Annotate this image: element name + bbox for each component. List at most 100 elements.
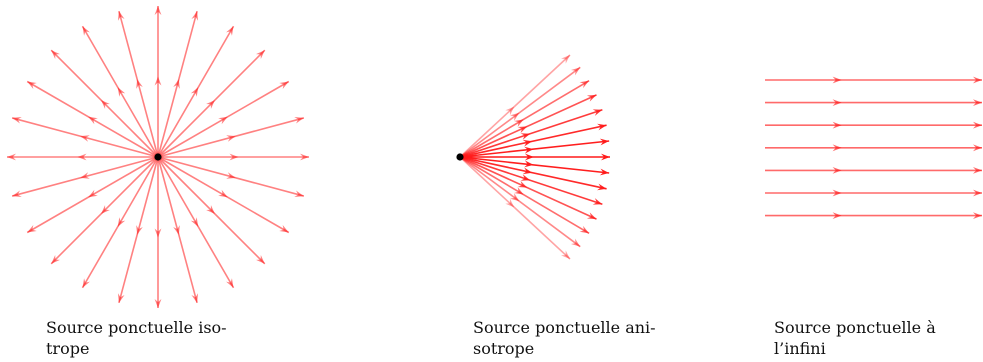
ray-mid-arrowhead <box>226 135 236 142</box>
ray-mid-arrowhead <box>832 121 842 129</box>
ray <box>26 80 159 158</box>
ray-mid-arrowhead <box>154 76 162 86</box>
ray-end-arrowhead <box>973 167 982 174</box>
ray-end-arrowhead <box>256 255 265 264</box>
ray-end-arrowhead <box>599 168 610 176</box>
ray-mid-arrowhead <box>173 225 180 235</box>
ray-end-arrowhead <box>592 198 603 205</box>
ray-mid-arrowhead <box>510 193 520 202</box>
caption-line: Source ponctuelle ani- <box>473 318 656 337</box>
ray-end-arrowhead <box>586 94 597 102</box>
ray-end-arrowhead <box>82 26 90 36</box>
ray-end-arrowhead <box>601 153 610 161</box>
ray-end-arrowhead <box>226 278 234 288</box>
ray-end-arrowhead <box>27 81 37 89</box>
ray-mid-arrowhead <box>520 133 531 140</box>
ray-mid-arrowhead <box>520 174 531 181</box>
ray <box>765 212 982 219</box>
ray <box>154 157 162 308</box>
ray-mid-arrowhead <box>522 167 533 175</box>
ray-end-arrowhead <box>12 116 22 124</box>
ray-end-arrowhead <box>973 76 982 84</box>
ray-mid-arrowhead <box>218 189 228 198</box>
ray <box>459 156 610 176</box>
ray-end-arrowhead <box>597 183 607 191</box>
ray-end-arrowhead <box>279 225 289 233</box>
ray-end-arrowhead <box>561 55 570 64</box>
ray <box>157 156 266 265</box>
ray-end-arrowhead <box>117 11 125 21</box>
ray <box>765 121 982 129</box>
ray-end-arrowhead <box>973 144 982 152</box>
ray-mid-arrowhead <box>525 153 534 161</box>
ray <box>11 116 159 158</box>
ray <box>459 156 607 191</box>
ray-mid-arrowhead <box>154 228 162 238</box>
ray-line <box>459 156 607 190</box>
ray-mid-arrowhead <box>173 79 180 89</box>
caption-anisotropic-source: Source ponctuelle ani- sotrope <box>473 317 656 359</box>
ray-mid-arrowhead <box>226 172 236 179</box>
ray-end-arrowhead <box>256 50 265 59</box>
caption-line: l’infini <box>774 339 826 358</box>
ray-mid-arrowhead <box>510 112 520 121</box>
ray-mid-arrowhead <box>206 100 215 109</box>
ray-end-arrowhead <box>973 121 982 129</box>
ray-mid-arrowhead <box>522 139 533 147</box>
ray-mid-arrowhead <box>517 180 528 188</box>
ray <box>459 54 571 158</box>
ray <box>459 79 590 158</box>
ray-line <box>459 156 603 206</box>
ray-mid-arrowhead <box>517 126 528 134</box>
ray-mid-arrowhead <box>206 205 215 214</box>
ray <box>765 76 982 84</box>
source-point <box>456 153 464 161</box>
ray-mid-arrowhead <box>117 87 126 97</box>
ray-end-arrowhead <box>973 189 982 197</box>
ray <box>459 156 597 220</box>
ray-mid-arrowhead <box>80 135 90 142</box>
ray <box>765 144 982 152</box>
ray-mid-arrowhead <box>117 217 126 227</box>
ray <box>460 153 610 161</box>
ray-end-arrowhead <box>191 293 199 303</box>
ray-mid-arrowhead <box>524 160 534 168</box>
ray <box>157 80 290 158</box>
ray-mid-arrowhead <box>832 167 842 174</box>
ray <box>765 189 982 197</box>
isotropic-source-panel <box>7 6 309 308</box>
ray <box>765 99 982 106</box>
ray-end-arrowhead <box>294 116 304 124</box>
ray-mid-arrowhead <box>514 119 524 127</box>
ray <box>459 156 571 260</box>
ray-mid-arrowhead <box>832 99 842 106</box>
ray-mid-arrowhead <box>136 79 143 89</box>
infinite-source-panel <box>765 76 982 219</box>
ray-end-arrowhead <box>570 238 581 247</box>
ray-end-arrowhead <box>279 81 289 89</box>
ray <box>158 153 309 161</box>
ray-line <box>459 140 610 158</box>
ray-end-arrowhead <box>599 138 610 146</box>
ray-mid-arrowhead <box>101 205 110 214</box>
ray-end-arrowhead <box>973 99 982 106</box>
ray <box>26 156 159 234</box>
ray-mid-arrowhead <box>88 189 98 198</box>
ray-end-arrowhead <box>561 250 570 259</box>
ray-end-arrowhead <box>592 109 603 116</box>
ray-mid-arrowhead <box>77 153 87 161</box>
ray <box>459 123 607 158</box>
ray-end-arrowhead <box>27 225 37 233</box>
ray <box>459 66 581 158</box>
ray <box>81 25 159 158</box>
caption-isotropic-source: Source ponctuelle iso- trope <box>46 317 227 359</box>
ray <box>50 49 159 158</box>
ray-mid-arrowhead <box>88 116 98 125</box>
ray <box>117 10 159 158</box>
ray <box>81 156 159 289</box>
ray-mid-arrowhead <box>505 106 515 116</box>
ray <box>459 156 590 235</box>
ray <box>157 49 266 158</box>
ray-end-arrowhead <box>226 26 234 36</box>
ray <box>459 156 603 206</box>
